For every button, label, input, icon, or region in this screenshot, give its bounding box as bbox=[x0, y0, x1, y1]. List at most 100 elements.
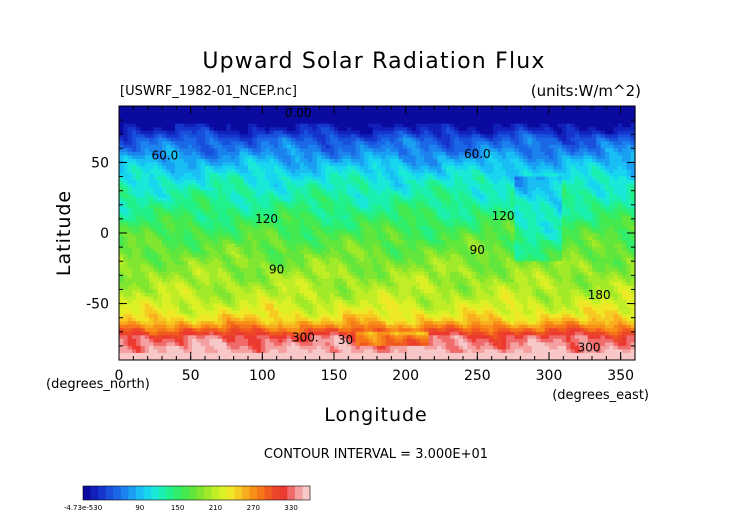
heatmap-cell bbox=[295, 106, 301, 111]
heatmap-cell bbox=[561, 243, 567, 248]
heatmap-cell bbox=[506, 243, 511, 248]
heatmap-cell bbox=[351, 243, 357, 248]
heatmap-cell bbox=[574, 180, 580, 185]
heatmap-cell bbox=[617, 173, 623, 178]
heatmap-cell bbox=[553, 218, 559, 224]
heatmap-cell bbox=[527, 190, 533, 195]
heatmap-cell bbox=[432, 144, 438, 149]
heatmap-cell bbox=[316, 218, 322, 224]
heatmap-cell bbox=[334, 240, 339, 245]
heatmap-cell bbox=[179, 116, 185, 121]
heatmap-cell bbox=[252, 141, 258, 146]
heatmap-cell bbox=[368, 183, 374, 188]
heatmap-cell bbox=[450, 250, 455, 255]
heatmap-cell bbox=[222, 204, 228, 209]
heatmap-cell bbox=[243, 211, 249, 216]
heatmap-cell bbox=[385, 137, 391, 142]
heatmap-cell bbox=[334, 116, 339, 121]
heatmap-cell bbox=[626, 176, 632, 181]
heatmap-cell bbox=[407, 158, 412, 164]
heatmap-cell bbox=[200, 211, 206, 216]
heatmap-cell bbox=[170, 208, 176, 213]
heatmap-cell bbox=[312, 211, 318, 216]
heatmap-cell bbox=[402, 225, 408, 231]
heatmap-cell bbox=[531, 180, 537, 185]
heatmap-cell bbox=[131, 194, 137, 199]
heatmap-cell bbox=[467, 233, 473, 238]
heatmap-cell bbox=[205, 222, 210, 227]
heatmap-cell bbox=[265, 123, 271, 128]
heatmap-cell bbox=[420, 130, 425, 135]
heatmap-cell bbox=[441, 201, 447, 206]
heatmap-cell bbox=[149, 247, 154, 252]
heatmap-cell bbox=[273, 113, 279, 118]
heatmap-cell bbox=[359, 218, 365, 224]
heatmap-cell bbox=[278, 243, 283, 248]
heatmap-cell bbox=[192, 190, 197, 195]
heatmap-cell bbox=[273, 190, 279, 195]
heatmap-cell bbox=[256, 165, 262, 171]
heatmap-cell bbox=[286, 201, 292, 206]
heatmap-cell bbox=[308, 183, 314, 188]
heatmap-cell bbox=[278, 194, 283, 199]
heatmap-cell bbox=[549, 197, 554, 202]
heatmap-cell bbox=[583, 233, 589, 238]
heatmap-cell bbox=[299, 208, 305, 213]
heatmap-cell bbox=[265, 169, 271, 174]
heatmap-cell bbox=[131, 169, 137, 174]
heatmap-cell bbox=[527, 123, 533, 128]
heatmap-cell bbox=[557, 180, 563, 185]
heatmap-cell bbox=[424, 148, 430, 153]
heatmap-cell bbox=[200, 137, 206, 142]
heatmap-cell bbox=[394, 240, 400, 245]
heatmap-cell bbox=[389, 229, 395, 234]
heatmap-cell bbox=[162, 250, 167, 255]
heatmap-cell bbox=[596, 211, 602, 216]
heatmap-cell bbox=[463, 165, 468, 171]
heatmap-cell bbox=[398, 190, 404, 195]
heatmap-cell bbox=[622, 180, 627, 185]
heatmap-cell bbox=[458, 211, 464, 216]
heatmap-cell bbox=[149, 130, 154, 135]
heatmap-cell bbox=[592, 173, 597, 178]
heatmap-cell bbox=[467, 106, 473, 111]
heatmap-cell bbox=[557, 204, 563, 209]
heatmap-cell bbox=[321, 225, 326, 231]
heatmap-cell bbox=[144, 123, 150, 128]
heatmap-cell bbox=[600, 218, 606, 224]
heatmap-cell bbox=[407, 183, 412, 188]
heatmap-cell bbox=[411, 155, 417, 160]
heatmap-cell bbox=[609, 123, 615, 128]
heatmap-cell bbox=[295, 225, 301, 231]
heatmap-cell bbox=[445, 243, 451, 248]
heatmap-cell bbox=[583, 215, 589, 220]
heatmap-cell bbox=[351, 173, 357, 178]
heatmap-cell bbox=[480, 162, 486, 167]
heatmap-cell bbox=[140, 183, 146, 188]
heatmap-cell bbox=[389, 211, 395, 216]
heatmap-cell bbox=[321, 222, 326, 227]
heatmap-cell bbox=[295, 229, 301, 234]
heatmap-cell bbox=[411, 243, 417, 248]
heatmap-cell bbox=[415, 134, 421, 139]
heatmap-cell bbox=[441, 187, 447, 192]
heatmap-cell bbox=[179, 229, 185, 234]
heatmap-cell bbox=[407, 211, 412, 216]
heatmap-cell bbox=[303, 127, 309, 132]
heatmap-cell bbox=[205, 180, 210, 185]
heatmap-cell bbox=[531, 194, 537, 199]
heatmap-cell bbox=[368, 155, 374, 160]
heatmap-cell bbox=[557, 144, 563, 149]
heatmap-cell bbox=[475, 162, 481, 167]
heatmap-cell bbox=[149, 134, 154, 139]
heatmap-cell bbox=[617, 190, 623, 195]
heatmap-cell bbox=[531, 127, 537, 132]
heatmap-cell bbox=[226, 109, 232, 114]
heatmap-cell bbox=[123, 222, 129, 227]
heatmap-cell bbox=[475, 211, 481, 216]
heatmap-cell bbox=[200, 215, 206, 220]
heatmap-cell bbox=[570, 197, 576, 202]
heatmap-cell bbox=[501, 169, 507, 174]
heatmap-cell bbox=[523, 229, 529, 234]
heatmap-cell bbox=[531, 130, 537, 135]
